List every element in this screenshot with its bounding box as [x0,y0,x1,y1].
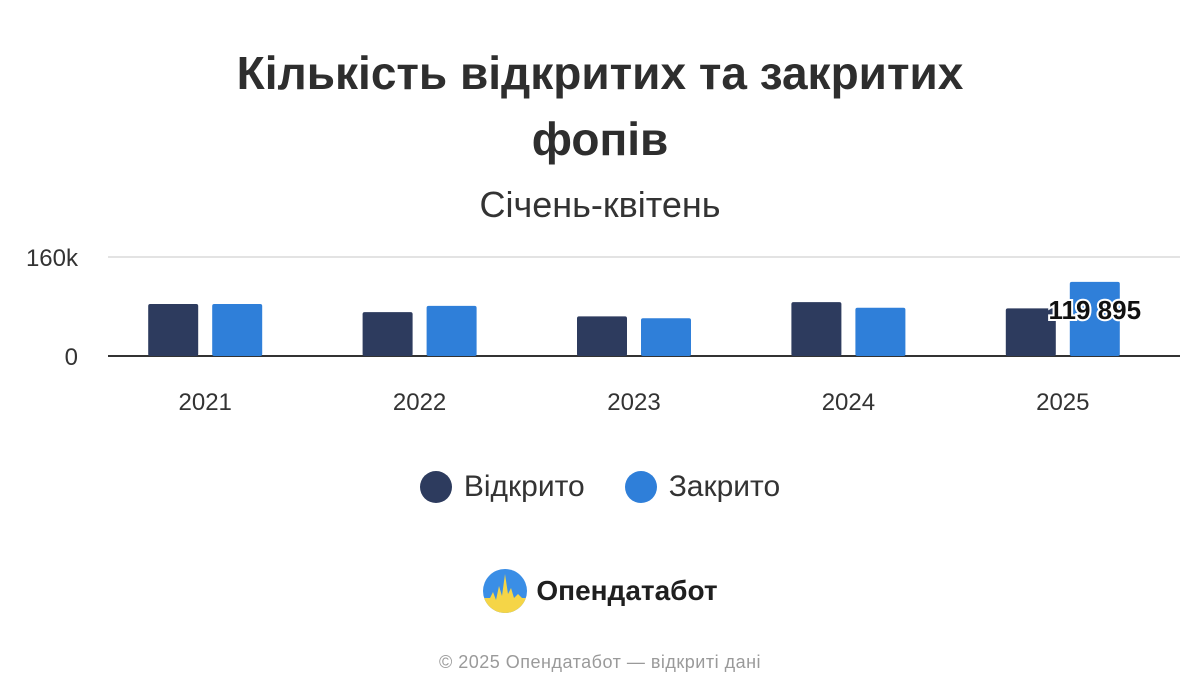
bar-closed-2023 [641,318,691,356]
legend-item-opened[interactable]: Відкрито [419,470,585,504]
opendatabot-logo-icon [483,569,528,613]
bar-opened-2024 [791,302,842,356]
legend-label-opened: Відкрито [463,470,585,503]
brand: Опендатабот [0,568,1200,614]
bar-closed-2025 [1069,281,1120,356]
x-tick-label: 2022 [393,389,446,416]
data-label: 119 895 [1049,295,1142,325]
bar-chart: 0 160k 2021 2022 2023 2024 2025 119 895 [26,245,1180,416]
chart-legend: Відкрито Закрито [0,470,1200,504]
bar-closed-2022 [426,305,477,356]
legend-item-closed[interactable]: Закрито [624,470,781,504]
x-tick-label: 2025 [1036,389,1089,416]
legend-label-closed: Закрито [668,470,781,503]
bar-opened-2025 [1005,308,1056,356]
legend-swatch-closed [624,471,657,503]
chart-subtitle: Січень-квітень [479,184,721,225]
bar-opened-2022 [362,312,413,356]
copyright: © 2025 Опендатабот — відкриті дані [438,652,762,672]
chart-title: Кількість відкритих та закритих фопів [236,47,964,165]
x-tick-label: 2023 [607,389,660,416]
brand-name: Опендатабот [536,575,718,606]
legend-swatch-opened [419,471,452,503]
bar-closed-2024 [855,307,906,356]
y-tick-label: 0 [65,344,78,371]
bar-opened-2023 [577,316,627,356]
y-tick-label: 160k [26,245,79,272]
x-tick-label: 2024 [822,389,875,416]
bar-closed-2021 [212,304,263,356]
bar-opened-2021 [148,304,199,356]
x-tick-label: 2021 [179,389,232,416]
